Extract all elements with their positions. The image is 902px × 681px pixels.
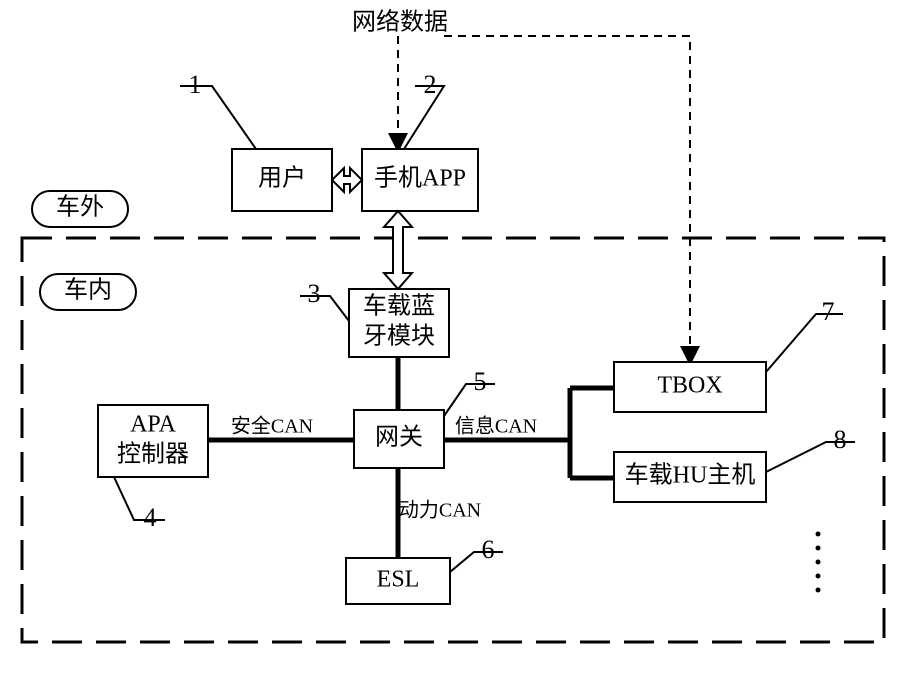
num-2: 2 (424, 70, 437, 99)
app-label: 手机APP (374, 165, 466, 192)
bt-label-l1: 车载蓝 (363, 293, 435, 320)
leader-5 (444, 384, 495, 416)
gw-label: 网关 (375, 424, 423, 451)
arrow-user-app (332, 168, 362, 192)
inside-label: 车内 (64, 277, 112, 304)
safety-can-label: 安全CAN (231, 415, 313, 438)
leader-4 (114, 477, 165, 520)
user-label: 用户 (258, 165, 306, 192)
num-6: 6 (482, 535, 495, 564)
apa-label-l1: APA (130, 412, 176, 438)
esl-label: ESL (377, 567, 420, 593)
power-can-label: 动力CAN (399, 499, 481, 522)
leader-6 (450, 552, 503, 572)
network-data-label: 网络数据 (352, 9, 448, 36)
dashed-to-tbox (444, 36, 690, 362)
ellipsis-icon (816, 532, 821, 593)
arrow-app-bt (384, 211, 412, 289)
bt-label-l2: 牙模块 (363, 323, 435, 350)
tbox-label: TBOX (657, 373, 722, 399)
info-can-label: 信息CAN (455, 415, 537, 438)
outside-label: 车外 (56, 194, 104, 221)
num-1: 1 (189, 70, 202, 99)
num-8: 8 (834, 425, 847, 454)
hu-label: 车载HU主机 (625, 462, 756, 489)
num-4: 4 (144, 503, 157, 532)
num-5: 5 (474, 367, 487, 396)
apa-label-l2: 控制器 (117, 441, 189, 468)
num-3: 3 (308, 279, 321, 308)
num-7: 7 (822, 297, 835, 326)
